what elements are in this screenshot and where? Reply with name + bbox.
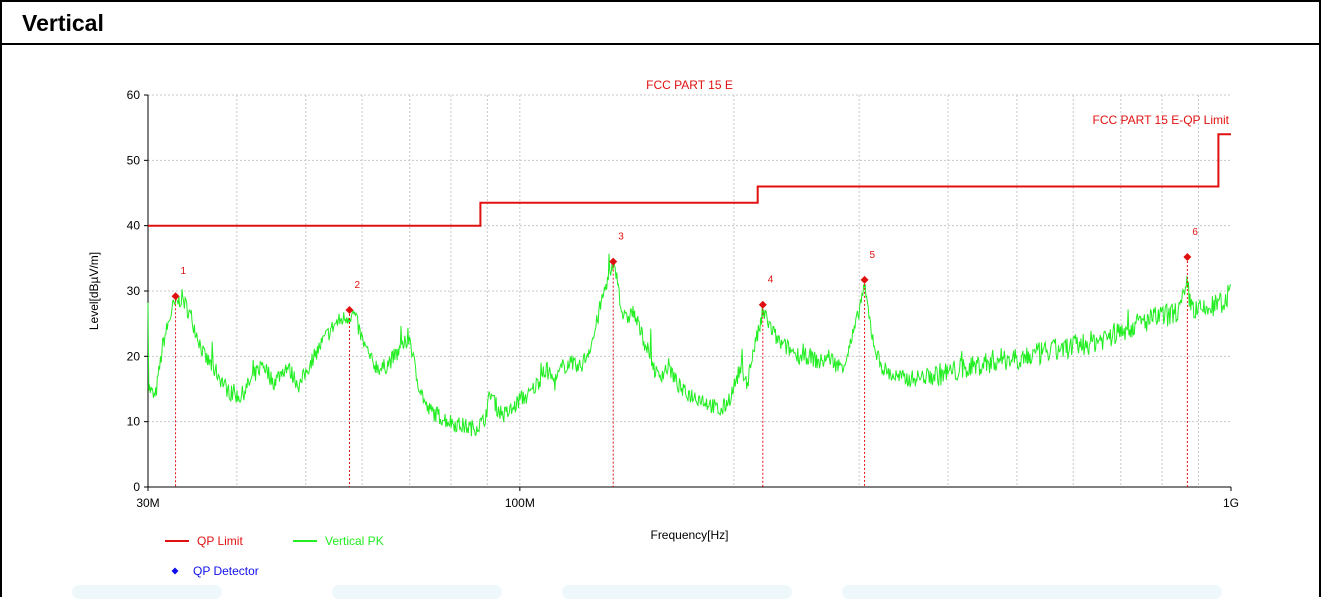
- limit-line-label: FCC PART 15 E-QP Limit: [1093, 113, 1230, 127]
- y-tick-label: 30: [127, 284, 141, 298]
- marker-label: 6: [1192, 227, 1198, 238]
- watermark-band: [72, 585, 222, 599]
- series-layer: [147, 253, 1231, 437]
- x-tick-label: 30M: [136, 496, 159, 510]
- legend-swatch: [171, 567, 179, 575]
- markers-layer: 1 2 3 4 5 6: [171, 227, 1198, 487]
- section-title: Vertical: [22, 10, 104, 36]
- limit-layer: [148, 133, 1231, 227]
- y-tick-label: 10: [127, 415, 141, 429]
- legend-label: QP Detector: [193, 564, 259, 578]
- x-tick-label: 1G: [1223, 496, 1239, 510]
- y-tick-label: 40: [127, 219, 141, 233]
- tick-labels: 0 10 20 30 40 50 60 30M 100M 1G: [127, 88, 1239, 510]
- marker-label: 3: [618, 232, 624, 243]
- marker-label: 4: [768, 275, 774, 286]
- x-axis-label: Frequency[Hz]: [650, 528, 728, 542]
- peak-series-line: [147, 253, 1231, 437]
- marker-label: 5: [870, 250, 876, 261]
- marker-6: [1183, 253, 1192, 262]
- watermark-band: [842, 585, 1222, 599]
- legend: QP Limit Vertical PK QP Detector: [165, 534, 384, 578]
- marker-label: 2: [354, 280, 360, 291]
- watermark-band: [562, 585, 792, 599]
- legend-label: Vertical PK: [325, 534, 384, 548]
- y-tick-label: 0: [133, 480, 140, 494]
- chart-title: FCC PART 15 E: [646, 78, 733, 92]
- marker-label: 1: [181, 266, 187, 277]
- marker-5: [860, 275, 869, 284]
- x-tick-label: 100M: [505, 496, 535, 510]
- marker-3: [609, 257, 618, 266]
- y-tick-label: 50: [127, 153, 141, 167]
- marker-2: [345, 305, 354, 314]
- marker-4: [758, 300, 767, 309]
- emission-chart: 0 10 20 30 40 50 60 30M 100M 1G FCC PART 15 E Fre…: [87, 78, 1239, 578]
- qp-limit-line: [148, 133, 1231, 227]
- y-tick-label: 60: [127, 88, 141, 102]
- y-axis-label: Level[dBµV/m]: [87, 252, 101, 330]
- watermark-band: [332, 585, 502, 599]
- legend-label: QP Limit: [197, 534, 243, 548]
- marker-1: [171, 292, 180, 301]
- y-tick-label: 20: [127, 349, 141, 363]
- section-header: Vertical: [2, 2, 1319, 45]
